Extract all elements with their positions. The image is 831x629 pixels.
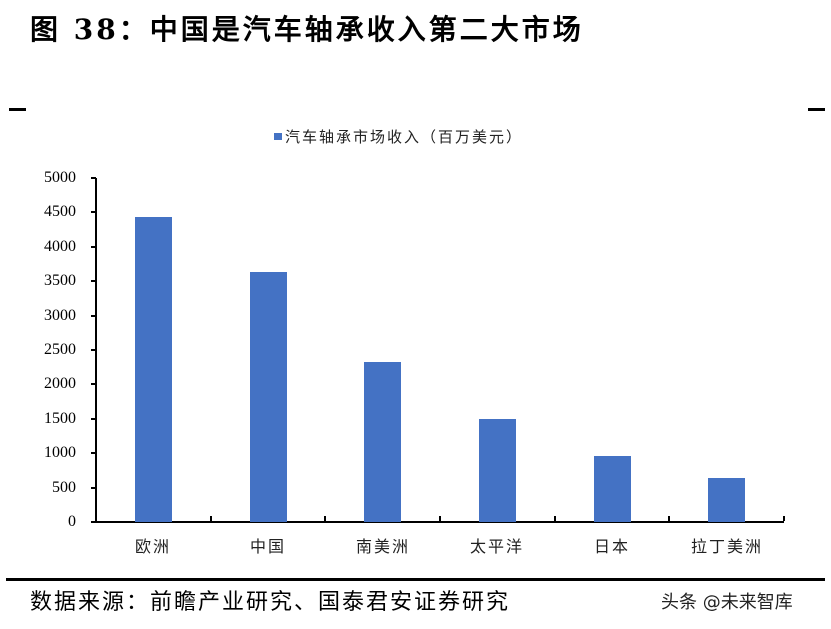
bar-1 [250, 272, 287, 522]
y-tick [91, 487, 96, 489]
y-tick [91, 315, 96, 317]
y-tick-label: 1000 [44, 444, 76, 461]
legend-label: 汽车轴承市场收入（百万美元） [285, 128, 524, 146]
y-tick-label: 3000 [44, 307, 76, 324]
watermark: 头条 @未来智库 [661, 592, 793, 613]
right-corner-mark [808, 108, 825, 111]
x-category-label: 南美洲 [355, 537, 410, 556]
x-tick [668, 516, 670, 521]
y-tick-label: 4500 [44, 203, 76, 220]
x-category-label: 欧洲 [134, 537, 171, 556]
y-tick [91, 280, 96, 282]
bar-chart: 0 500 1000 1500 2000 2500 3000 3500 4000 4500 5000… [44, 169, 785, 556]
y-tick [91, 383, 96, 385]
x-category-label: 日本 [593, 537, 630, 556]
bar-0 [135, 217, 172, 522]
x-tick [439, 516, 441, 521]
y-tick-label: 3500 [44, 272, 76, 289]
y-tick [91, 418, 96, 420]
source-separator [6, 578, 825, 581]
x-tick [554, 516, 556, 521]
chart-legend: 汽车轴承市场收入（百万美元） [274, 126, 523, 147]
y-tick-label: 2500 [44, 341, 76, 358]
x-category-label: 太平洋 [469, 537, 524, 556]
y-tick-label: 2000 [44, 375, 76, 392]
y-tick-label: 1500 [44, 410, 76, 427]
y-tick [91, 349, 96, 351]
data-source: 数据来源：前瞻产业研究、国泰君安证券研究 [30, 590, 511, 615]
left-corner-mark [9, 108, 26, 111]
y-tick [91, 211, 96, 213]
figure-title: 图 38：中国是汽车轴承收入第二大市场 [30, 13, 584, 46]
bar-4 [594, 456, 631, 522]
y-tick [91, 452, 96, 454]
y-tick [91, 177, 96, 179]
x-axis [95, 521, 784, 523]
bar-3 [479, 419, 516, 522]
bar-5 [708, 478, 745, 522]
bar-2 [364, 362, 401, 522]
x-tick [210, 516, 212, 521]
x-tick [324, 516, 326, 521]
x-tick [783, 516, 785, 521]
y-tick [91, 521, 96, 523]
y-tick-label: 5000 [44, 169, 76, 186]
y-tick-label: 0 [68, 513, 76, 530]
x-category-label: 中国 [249, 537, 286, 556]
y-axis [95, 178, 97, 523]
legend-swatch-icon [274, 133, 282, 140]
x-category-label: 拉丁美洲 [690, 537, 763, 556]
y-tick [91, 246, 96, 248]
y-tick-label: 500 [52, 479, 76, 496]
y-tick-label: 4000 [44, 238, 76, 255]
